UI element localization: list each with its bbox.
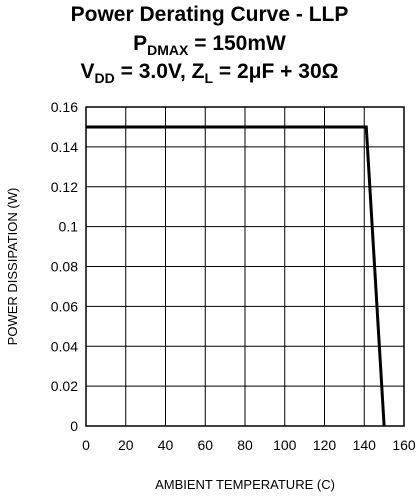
- y-tick-label: 0.06: [51, 298, 78, 314]
- x-tick-label: 0: [82, 437, 90, 453]
- plot-frame: [85, 106, 405, 427]
- y-tick-label: 0: [70, 418, 78, 434]
- x-tick-label: 160: [392, 437, 416, 453]
- y-tick-label: 0.1: [59, 219, 79, 235]
- chart-title: Power Derating Curve - LLP: [70, 3, 349, 26]
- y-tick-label: 0.14: [51, 139, 78, 155]
- y-tick-labels: 0 0.02 0.04 0.06 0.08 0.1 0.12 0.14 0.16: [51, 99, 78, 434]
- x-tick-label: 40: [158, 437, 174, 453]
- derating-curve-line: [86, 125, 386, 427]
- y-tick-label: 0.08: [51, 259, 78, 275]
- y-tick-label: 0.12: [51, 179, 78, 195]
- x-tick-label: 140: [353, 437, 377, 453]
- chart-subtitle-pdmax: PDMAX = 150mW: [133, 32, 286, 58]
- x-tick-label: 120: [313, 437, 337, 453]
- x-tick-label: 100: [273, 437, 297, 453]
- y-tick-label: 0.02: [51, 378, 78, 394]
- x-tick-labels: 0 20 40 60 80 100 120 140 160: [82, 437, 416, 453]
- chart-subtitle-conditions: VDD = 3.0V, ZL = 2μF + 30Ω: [80, 60, 339, 86]
- y-axis-label: POWER DISSIPATION (W): [5, 188, 20, 346]
- x-tick-label: 60: [197, 437, 213, 453]
- series-lines: [86, 125, 386, 427]
- y-tick-label: 0.04: [51, 338, 78, 354]
- x-tick-label: 80: [237, 437, 253, 453]
- x-axis-label: AMBIENT TEMPERATURE (C): [155, 477, 335, 492]
- x-tick-label: 20: [118, 437, 134, 453]
- grid-lines: [86, 107, 404, 426]
- y-tick-label: 0.16: [51, 99, 78, 115]
